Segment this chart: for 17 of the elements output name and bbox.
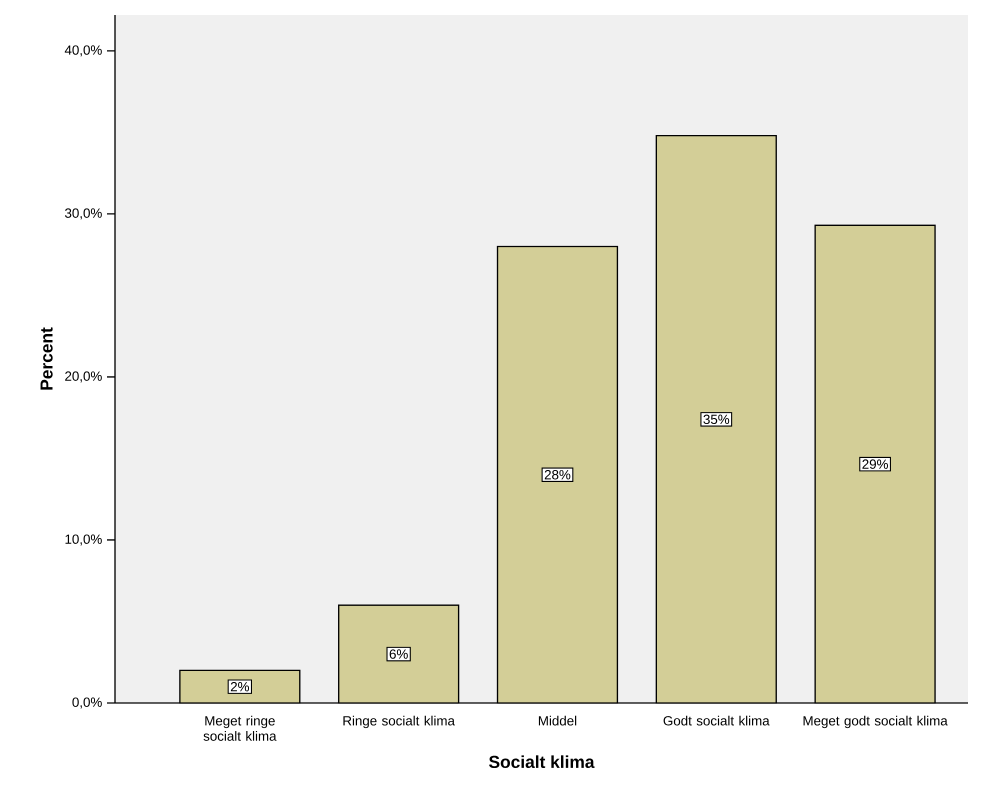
y-tick-label: 30,0% bbox=[64, 208, 102, 220]
x-tick-label: Godt socialt klima bbox=[664, 716, 770, 726]
y-tick-label: 40,0% bbox=[64, 45, 102, 56]
x-tick-label: Meget godt socialt klima bbox=[804, 716, 948, 728]
data-label: 2% bbox=[230, 682, 250, 692]
y-tick-label: 20,0% bbox=[65, 371, 102, 382]
x-axis-title: Socialt klima bbox=[489, 755, 595, 768]
x-tick-label: Meget ringe socialt klima bbox=[204, 716, 276, 741]
y-tick-label: 0,0% bbox=[72, 697, 102, 709]
y-tick-label: 10,0% bbox=[66, 534, 102, 546]
data-label: 28% bbox=[544, 470, 570, 480]
x-tick-label: Ringe socialt klima bbox=[343, 716, 455, 728]
x-tick-label: Middel bbox=[538, 716, 576, 726]
data-label: 35% bbox=[703, 414, 730, 424]
data-label: 29% bbox=[862, 459, 888, 469]
y-axis-title: Percent bbox=[40, 327, 53, 390]
data-label: 6% bbox=[390, 649, 408, 659]
